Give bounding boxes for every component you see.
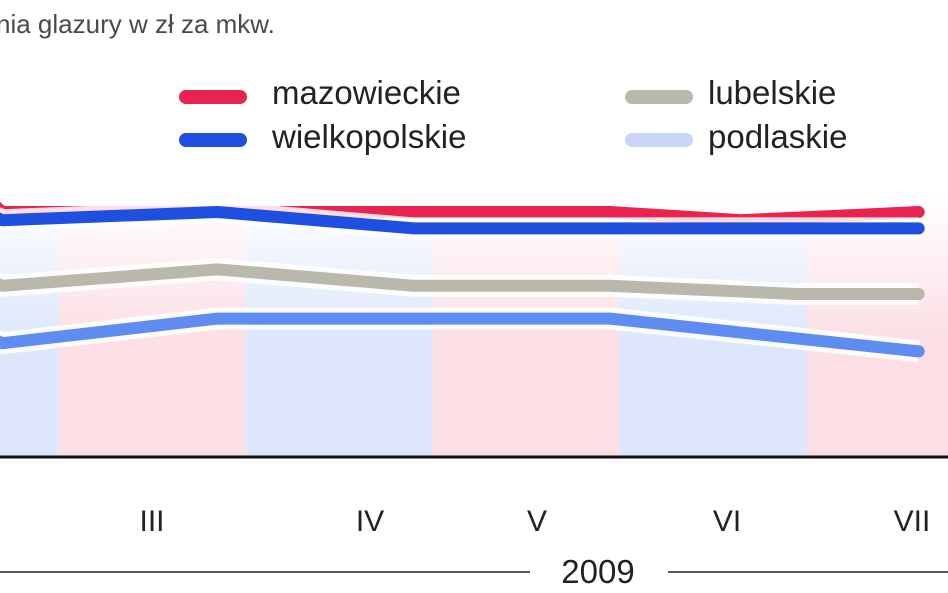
tick-label-vi: VI [713, 505, 741, 538]
series-line-wielkopolskie [0, 206, 925, 235]
year-label: 2009 [561, 553, 634, 590]
legend-label-wielkopolskie: wielkopolskie [271, 118, 466, 155]
tick-label-v: V [527, 505, 547, 538]
series-line-lubelskie [0, 263, 925, 300]
x-tick-labels: III IV V VI VII [139, 505, 930, 538]
legend-label-mazowieckie: mazowieckie [272, 74, 461, 111]
legend: mazowieckie wielkopolskie lubelskie podl… [179, 74, 847, 155]
tick-label-iv: IV [356, 505, 384, 538]
legend-label-lubelskie: lubelskie [708, 74, 836, 111]
series-lines [0, 195, 925, 363]
series-line-podlaskie [0, 312, 925, 358]
tick-label-vii: VII [894, 505, 931, 538]
chart-title: nia glazury w zł za mkw. [0, 9, 275, 39]
month-band [0, 195, 59, 456]
tick-label-iii: III [139, 505, 164, 538]
legend-label-podlaskie: podlaskie [708, 118, 847, 155]
